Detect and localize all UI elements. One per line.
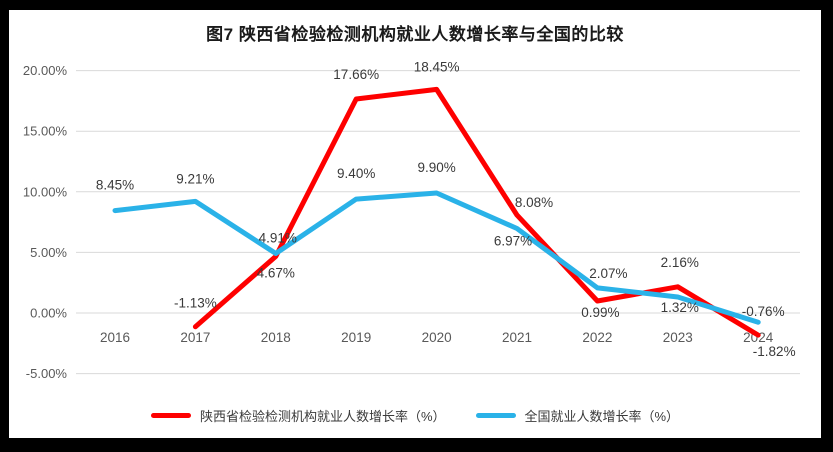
y-tick-label: 10.00% bbox=[23, 184, 68, 199]
data-label: -1.82% bbox=[753, 344, 796, 359]
data-label: 0.99% bbox=[581, 305, 619, 320]
data-label: 17.66% bbox=[333, 67, 379, 82]
data-label: 8.08% bbox=[515, 195, 553, 210]
legend-label: 陕西省检验检测机构就业人数增长率（%） bbox=[199, 409, 446, 424]
data-label: 8.45% bbox=[96, 178, 134, 193]
data-label: -0.76% bbox=[742, 304, 785, 319]
x-tick-label: 2017 bbox=[180, 330, 210, 345]
chart-panel: 图7 陕西省检验检测机构就业人数增长率与全国的比较 20.00% 15.00% 10… bbox=[9, 10, 821, 438]
legend: 陕西省检验检测机构就业人数增长率（%） 全国就业人数增长率（%） bbox=[9, 406, 821, 425]
data-label: 9.21% bbox=[176, 171, 214, 186]
x-tick-label: 2023 bbox=[663, 330, 693, 345]
x-tick-label: 2022 bbox=[582, 330, 612, 345]
data-label: 6.97% bbox=[494, 234, 532, 249]
data-label: 9.90% bbox=[417, 160, 455, 175]
data-label: 1.32% bbox=[661, 300, 699, 315]
chart-title: 图7 陕西省检验检测机构就业人数增长率与全国的比较 bbox=[206, 25, 624, 44]
x-tick-label: 2021 bbox=[502, 330, 532, 345]
series-line bbox=[112, 190, 761, 325]
data-label: 4.91% bbox=[259, 231, 297, 246]
line-chart-canvas: 20.00% 15.00% 10.00% 5.00% 0.00% -5.00% 2016 20… bbox=[23, 59, 800, 381]
data-label: 9.40% bbox=[337, 166, 375, 181]
y-tick-label: 15.00% bbox=[23, 124, 68, 139]
legend-label: 全国就业人数增长率（%） bbox=[524, 409, 680, 424]
data-label: 18.45% bbox=[414, 59, 460, 74]
legend-line-sample bbox=[150, 413, 191, 418]
y-tick-label: 0.00% bbox=[30, 306, 67, 321]
data-label: 2.07% bbox=[589, 266, 627, 281]
x-tick-label: 2016 bbox=[100, 330, 130, 345]
legend-item: 陕西省检验检测机构就业人数增长率（%） bbox=[150, 406, 446, 425]
data-label: -1.13% bbox=[174, 296, 217, 311]
data-label: 4.67% bbox=[257, 265, 295, 280]
y-tick-label: 5.00% bbox=[30, 245, 67, 260]
x-tick-label: 2019 bbox=[341, 330, 371, 345]
x-tick-label: 2018 bbox=[261, 330, 291, 345]
x-tick-label: 2020 bbox=[422, 330, 452, 345]
y-tick-label: 20.00% bbox=[23, 63, 68, 78]
y-tick-label: -5.00% bbox=[26, 366, 68, 381]
legend-line-sample bbox=[475, 413, 516, 418]
series-line bbox=[192, 86, 761, 338]
legend-item: 全国就业人数增长率（%） bbox=[475, 406, 680, 425]
data-label: 2.16% bbox=[661, 255, 699, 270]
